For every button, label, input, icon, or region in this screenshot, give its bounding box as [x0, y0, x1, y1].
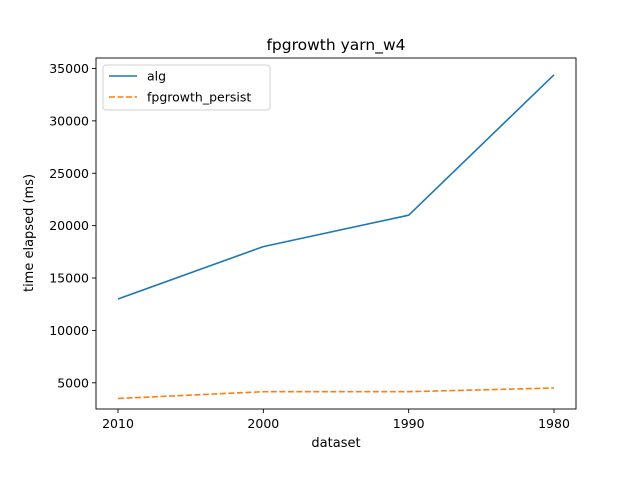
- legend: alg fpgrowth_persist: [103, 65, 270, 110]
- y-axis: 5000 10000 15000 20000 25000 30000 35000: [49, 61, 96, 390]
- y-tick-label: 20000: [49, 218, 89, 233]
- y-tick-label: 15000: [49, 271, 89, 286]
- x-axis: 2010 2000 1990 1980: [102, 409, 570, 431]
- chart-title: fpgrowth yarn_w4: [266, 36, 405, 55]
- plot-area: [118, 75, 554, 399]
- y-tick-label: 25000: [49, 166, 89, 181]
- y-tick-label: 10000: [49, 323, 89, 338]
- x-tick-label: 1990: [393, 416, 425, 431]
- y-tick-label: 35000: [49, 61, 89, 76]
- y-axis-label: time elapsed (ms): [22, 174, 37, 292]
- y-tick-label: 30000: [49, 113, 89, 128]
- legend-label-1: alg: [147, 69, 166, 84]
- x-tick-label: 1980: [538, 416, 570, 431]
- x-axis-label: dataset: [311, 436, 360, 451]
- plot-frame: [96, 58, 576, 409]
- legend-label-2: fpgrowth_persist: [147, 90, 251, 105]
- y-tick-label: 5000: [57, 375, 89, 390]
- x-tick-label: 2010: [102, 416, 134, 431]
- series-line-2: [118, 388, 554, 399]
- x-tick-label: 2000: [247, 416, 279, 431]
